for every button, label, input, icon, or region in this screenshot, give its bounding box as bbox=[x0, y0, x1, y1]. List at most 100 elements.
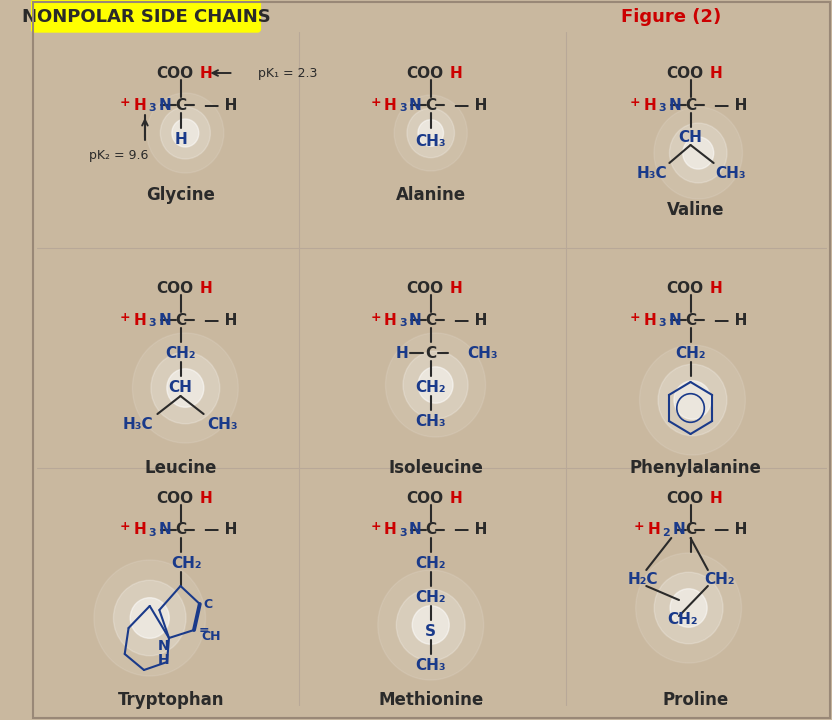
Text: +: + bbox=[634, 521, 645, 534]
Text: H: H bbox=[133, 523, 146, 538]
Text: — H: — H bbox=[714, 97, 747, 112]
Text: H: H bbox=[199, 281, 212, 295]
Text: N: N bbox=[159, 97, 171, 112]
Text: H: H bbox=[384, 523, 396, 538]
Text: pK₂ = 9.6: pK₂ = 9.6 bbox=[89, 148, 148, 161]
Text: COO: COO bbox=[406, 66, 443, 81]
Text: CH₃: CH₃ bbox=[415, 413, 446, 428]
Circle shape bbox=[161, 107, 210, 159]
Text: +: + bbox=[370, 310, 381, 323]
Text: +: + bbox=[120, 96, 131, 109]
Text: — H: — H bbox=[453, 97, 488, 112]
Text: +: + bbox=[630, 310, 641, 323]
Text: H: H bbox=[709, 66, 722, 81]
Text: C: C bbox=[685, 312, 696, 328]
Text: H: H bbox=[449, 281, 462, 295]
Text: H: H bbox=[643, 312, 656, 328]
Text: 3: 3 bbox=[399, 528, 407, 538]
Text: 3: 3 bbox=[149, 528, 156, 538]
Text: C: C bbox=[203, 598, 212, 611]
Text: Proline: Proline bbox=[662, 691, 729, 709]
Text: Figure (2): Figure (2) bbox=[622, 8, 721, 26]
Text: CH: CH bbox=[169, 379, 192, 395]
Text: 2: 2 bbox=[662, 528, 671, 538]
Text: CH: CH bbox=[201, 629, 221, 642]
Text: COO: COO bbox=[666, 66, 703, 81]
Text: H₃C: H₃C bbox=[636, 166, 667, 181]
Text: +: + bbox=[370, 96, 381, 109]
Text: H: H bbox=[643, 97, 656, 112]
Text: CH₃: CH₃ bbox=[415, 657, 446, 672]
Text: H: H bbox=[199, 490, 212, 505]
Text: NONPOLAR SIDE CHAINS: NONPOLAR SIDE CHAINS bbox=[22, 8, 271, 26]
Circle shape bbox=[670, 589, 707, 627]
Text: C: C bbox=[685, 97, 696, 112]
Circle shape bbox=[132, 333, 238, 443]
Text: Methionine: Methionine bbox=[378, 691, 483, 709]
Circle shape bbox=[147, 93, 224, 173]
Text: Valine: Valine bbox=[666, 201, 724, 219]
Text: COO: COO bbox=[666, 281, 703, 295]
Text: pK₁ = 2.3: pK₁ = 2.3 bbox=[258, 66, 317, 79]
Text: CH₂: CH₂ bbox=[415, 379, 446, 395]
Text: Alanine: Alanine bbox=[396, 186, 466, 204]
Circle shape bbox=[418, 366, 453, 403]
Circle shape bbox=[167, 369, 204, 408]
Text: H₃C: H₃C bbox=[123, 416, 153, 431]
Text: COO: COO bbox=[156, 490, 193, 505]
Text: S: S bbox=[425, 624, 436, 639]
Text: C: C bbox=[425, 312, 436, 328]
Text: CH₂: CH₂ bbox=[171, 556, 201, 570]
Text: C: C bbox=[175, 97, 186, 112]
Text: Tryptophan: Tryptophan bbox=[117, 691, 224, 709]
Text: H₂C: H₂C bbox=[627, 572, 657, 588]
Circle shape bbox=[674, 381, 711, 419]
Text: Isoleucine: Isoleucine bbox=[388, 459, 483, 477]
Text: C: C bbox=[685, 523, 696, 538]
Text: N: N bbox=[673, 523, 686, 538]
Circle shape bbox=[640, 345, 745, 455]
Text: H: H bbox=[449, 490, 462, 505]
Text: COO: COO bbox=[156, 66, 193, 81]
Text: H: H bbox=[199, 66, 212, 81]
Text: — H: — H bbox=[204, 523, 237, 538]
Circle shape bbox=[94, 560, 206, 676]
Text: CH₂: CH₂ bbox=[676, 346, 706, 361]
Text: CH₂: CH₂ bbox=[166, 346, 196, 361]
Circle shape bbox=[394, 95, 468, 171]
Text: — H: — H bbox=[453, 523, 488, 538]
Text: H: H bbox=[174, 132, 187, 146]
Text: CH₃: CH₃ bbox=[415, 133, 446, 148]
Text: CH₂: CH₂ bbox=[667, 613, 698, 628]
Text: +: + bbox=[630, 96, 641, 109]
Circle shape bbox=[130, 598, 169, 639]
Text: Leucine: Leucine bbox=[144, 459, 216, 477]
Circle shape bbox=[113, 580, 186, 656]
Text: C: C bbox=[175, 523, 186, 538]
Text: N: N bbox=[669, 312, 681, 328]
Text: 3: 3 bbox=[659, 318, 666, 328]
Text: CH₃: CH₃ bbox=[207, 416, 238, 431]
Text: H: H bbox=[384, 312, 396, 328]
Text: H: H bbox=[133, 312, 146, 328]
Text: H: H bbox=[395, 346, 409, 361]
Text: 3: 3 bbox=[659, 103, 666, 113]
Text: 3: 3 bbox=[149, 103, 156, 113]
Text: H: H bbox=[133, 97, 146, 112]
Circle shape bbox=[658, 364, 727, 436]
Text: — H: — H bbox=[204, 97, 237, 112]
Text: C: C bbox=[175, 312, 186, 328]
Text: CH₂: CH₂ bbox=[415, 590, 446, 605]
Text: CH₃: CH₃ bbox=[468, 346, 498, 361]
Text: 3: 3 bbox=[149, 318, 156, 328]
Text: CH₃: CH₃ bbox=[716, 166, 746, 181]
Circle shape bbox=[403, 351, 468, 419]
Text: N: N bbox=[409, 523, 422, 538]
Text: CH₂: CH₂ bbox=[704, 572, 735, 588]
Text: +: + bbox=[370, 521, 381, 534]
Circle shape bbox=[378, 570, 483, 680]
Text: CH₂: CH₂ bbox=[415, 556, 446, 570]
Text: C: C bbox=[425, 97, 436, 112]
FancyBboxPatch shape bbox=[32, 0, 260, 32]
Text: Phenylalanine: Phenylalanine bbox=[630, 459, 761, 477]
